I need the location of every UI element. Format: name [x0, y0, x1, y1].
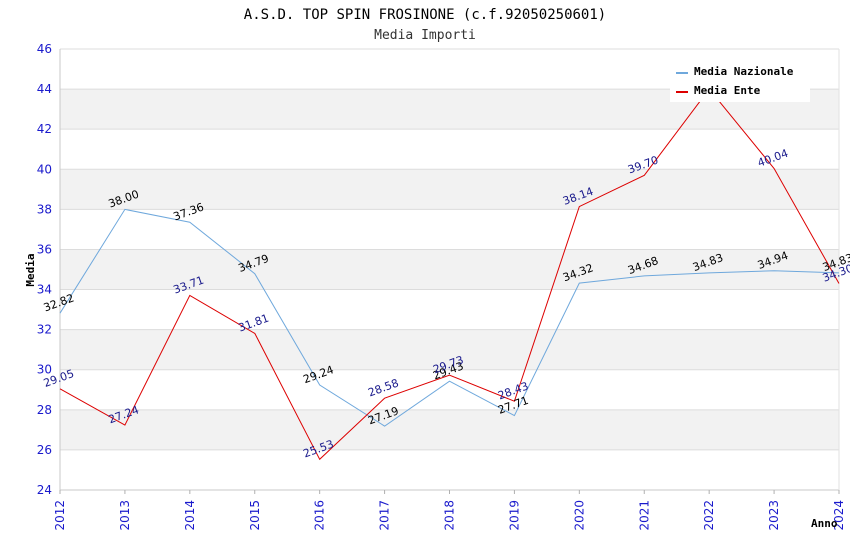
grid-band — [60, 169, 839, 210]
y-tick-label: 28 — [37, 403, 52, 417]
legend-label-nazionale: Media Nazionale — [694, 65, 794, 78]
x-tick-label: 2015 — [248, 500, 262, 531]
x-tick-label: 2022 — [702, 500, 716, 531]
grid-band — [60, 409, 839, 450]
x-tick-label: 2013 — [118, 500, 132, 531]
x-tick-label: 2014 — [183, 500, 197, 531]
x-tick-label: 2023 — [767, 500, 781, 531]
chart-subtitle: Media Importi — [374, 28, 476, 43]
y-tick-label: 26 — [37, 443, 52, 457]
legend-background — [670, 60, 810, 102]
x-axis-label: Anno — [811, 517, 838, 530]
grid-band — [60, 249, 839, 290]
grid-bands — [60, 89, 839, 450]
grid-band — [60, 329, 839, 370]
y-tick-label: 40 — [37, 162, 52, 176]
x-tick-labels: 2012 2013 2014 2015 2016 2017 2018 2019 2020 2021… — [53, 500, 846, 531]
y-tick-label: 38 — [37, 202, 52, 216]
x-tick-label: 2017 — [378, 500, 392, 531]
y-tick-label: 36 — [37, 242, 52, 256]
y-tick-label: 24 — [37, 483, 52, 497]
data-label-ente: 28.58 — [366, 376, 400, 399]
y-tick-label: 32 — [37, 323, 52, 337]
x-tick-label: 2019 — [507, 500, 521, 531]
y-tick-label: 42 — [37, 122, 52, 136]
y-tick-labels: 24 26 28 30 32 34 36 38 40 42 44 46 — [37, 42, 52, 497]
x-tick-label: 2016 — [313, 500, 327, 531]
x-tick-label: 2012 — [53, 500, 67, 531]
y-tick-label: 34 — [37, 283, 52, 297]
axes — [59, 49, 840, 494]
chart-title: A.S.D. TOP SPIN FROSINONE (c.f.920502506… — [244, 7, 606, 23]
x-tick-label: 2018 — [443, 500, 457, 531]
legend-label-ente: Media Ente — [694, 84, 761, 97]
y-tick-label: 44 — [37, 82, 52, 96]
legend: Media Nazionale Media Ente — [670, 60, 810, 102]
x-tick-label: 2020 — [572, 500, 586, 531]
x-tick-label: 2021 — [637, 500, 651, 531]
grid-lines — [60, 48, 839, 491]
x-tick-label: 2024 — [832, 500, 846, 531]
y-axis-label: Media — [24, 253, 37, 286]
y-tick-label: 46 — [37, 42, 52, 56]
y-tick-label: 30 — [37, 363, 52, 377]
series-line-nazionale — [59, 208, 840, 427]
